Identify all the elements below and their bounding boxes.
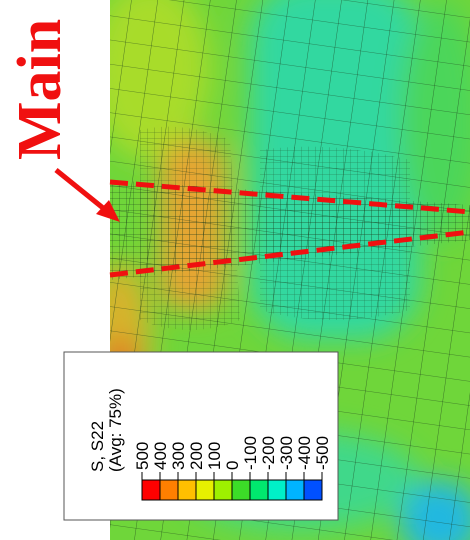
legend-label: 400 bbox=[151, 442, 170, 470]
legend-label: 0 bbox=[223, 461, 242, 470]
legend-label: 200 bbox=[187, 442, 206, 470]
color-swatch bbox=[178, 480, 196, 500]
legend-label: -500 bbox=[313, 436, 332, 470]
color-swatch bbox=[160, 480, 178, 500]
color-swatch bbox=[196, 480, 214, 500]
annotation: Main bbox=[6, 19, 74, 160]
color-swatch bbox=[304, 480, 322, 500]
legend-label: -400 bbox=[295, 436, 314, 470]
legend-label: -200 bbox=[259, 436, 278, 470]
legend-title: S, S22 bbox=[88, 421, 107, 472]
legend-label: 100 bbox=[205, 442, 224, 470]
legend-subtitle: (Avg: 75%) bbox=[106, 388, 125, 472]
color-swatch bbox=[232, 480, 250, 500]
color-swatch bbox=[142, 480, 160, 500]
legend-label: -300 bbox=[277, 436, 296, 470]
color-swatch bbox=[268, 480, 286, 500]
page: Main S, S22 (Avg: 75%) 5004003002001000-… bbox=[0, 0, 470, 540]
legend-label: 500 bbox=[133, 442, 152, 470]
legend-label: -100 bbox=[241, 436, 260, 470]
color-swatch bbox=[214, 480, 232, 500]
color-swatch bbox=[286, 480, 304, 500]
legend-label: 300 bbox=[169, 442, 188, 470]
color-swatch bbox=[250, 480, 268, 500]
